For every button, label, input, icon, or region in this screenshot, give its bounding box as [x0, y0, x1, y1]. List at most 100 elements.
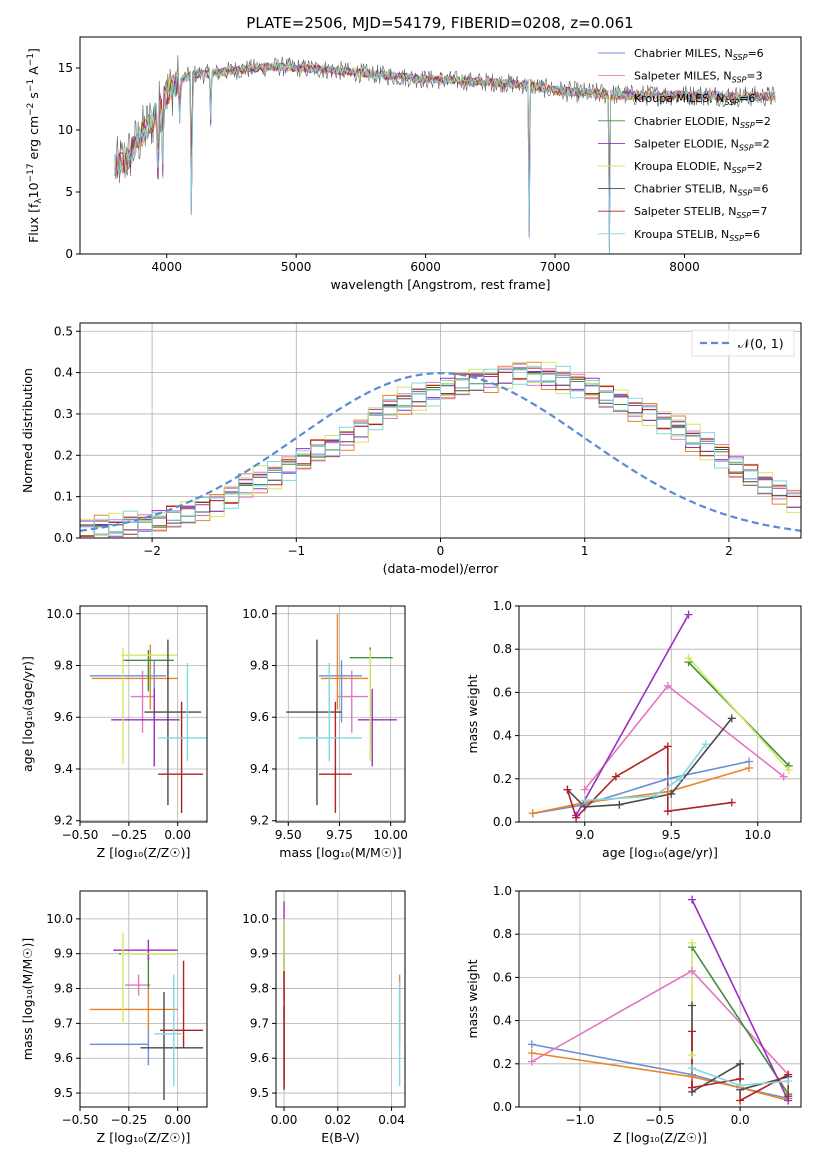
weight-marker	[736, 1081, 745, 1090]
legend-label: Salpeter STELIB, N	[634, 205, 736, 218]
legend-label: Chabrier STELIB, N	[634, 183, 738, 196]
x-tick-label: 9.0	[575, 828, 594, 842]
x-axis-label: Z [log₁₀(Z/Z☉)]	[613, 1130, 707, 1145]
x-tick-label: 4000	[151, 260, 182, 274]
weight-marker	[684, 610, 693, 619]
legend-entry: Chabrier STELIB, NSSP=6	[634, 183, 768, 198]
y-tick-label: 1.0	[493, 599, 512, 613]
legend-entry: Kroupa MILES, NSSP=6	[634, 92, 755, 107]
x-axis-label: Z [log₁₀(Z/Z☉)]	[97, 845, 191, 860]
y-axis-label-part: erg cm	[26, 116, 41, 164]
legend-label: Kroupa MILES, N	[634, 92, 724, 105]
y-tick-label: 9.2	[54, 814, 73, 828]
weight-marker	[736, 1096, 745, 1105]
x-tick-label: −0.5	[645, 1113, 674, 1127]
weight-marker	[667, 789, 676, 798]
weight-marker	[688, 1027, 697, 1036]
weight-marker	[688, 966, 697, 975]
weight-series-4	[575, 614, 690, 816]
legend-label: Chabrier MILES, N	[634, 47, 733, 60]
y-axis-label-part: −1	[26, 53, 36, 66]
normal-legend-label: 𝒩(0, 1)	[738, 336, 784, 351]
figure-title: PLATE=2506, MJD=54179, FIBERID=0208, z=0…	[246, 14, 633, 32]
x-tick-label: 10.00	[373, 828, 407, 842]
legend-sub: SSP	[724, 98, 739, 107]
legend-sub: SSP	[736, 211, 751, 220]
x-tick-label: 0.02	[324, 1113, 351, 1127]
x-tick-label: 6000	[410, 260, 441, 274]
legend-label: Salpeter ELODIE, N	[634, 137, 739, 150]
y-tick-label: 0.2	[54, 448, 73, 462]
weight-marker	[572, 813, 581, 822]
panel-weight-vs-Z: −1.0 −0.5 0.0 0.0 0.2 0.4 0.6 0.8 1.0 Z [log₁₀(Z/…	[465, 884, 802, 1145]
plot-area	[531, 899, 789, 1102]
x-tick-label: −0.50	[62, 1113, 99, 1127]
axes-frame	[518, 605, 802, 823]
y-tick-label: 0.5	[54, 324, 73, 338]
spectrum-series-8	[114, 61, 776, 254]
y-tick-label: 0.6	[493, 685, 512, 699]
y-axis-label: age [log₁₀(age/yr)]	[20, 656, 35, 772]
weight-marker	[688, 1064, 697, 1073]
y-tick-label: 9.8	[250, 658, 269, 672]
panel-weight-vs-age: 9.0 9.5 10.0 0.0 0.2 0.4 0.6 0.8 1.0 age [log₁₀(a…	[465, 599, 802, 860]
y-tick-label: 9.5	[250, 1086, 269, 1100]
weight-marker	[688, 938, 697, 947]
axes-frame	[275, 605, 406, 823]
y-axis-label-part: s	[26, 92, 41, 103]
legend-sub: SSP	[729, 234, 744, 243]
y-tick-label: 9.7	[54, 1016, 73, 1030]
weight-marker	[727, 714, 736, 723]
axes-frame	[275, 890, 406, 1108]
weight-series-3	[691, 946, 789, 1095]
axes-frame	[79, 890, 208, 1108]
weight-series-4	[691, 899, 789, 1101]
y-tick-label: 0.0	[54, 531, 73, 545]
weight-marker	[727, 798, 736, 807]
panel-age-vs-mass: 9.50 9.75 10.00 9.2 9.4 9.6 9.8 10.0 mass [log₁₀…	[242, 605, 408, 860]
plot-area	[286, 613, 397, 813]
y-tick-label: 9.9	[54, 947, 73, 961]
weight-marker	[649, 792, 658, 801]
plot-area	[283, 901, 401, 1090]
weight-marker	[701, 740, 710, 749]
legend-sub: SSP	[738, 189, 753, 198]
x-tick-label: 0	[437, 544, 445, 558]
figure-layer: Flux [fλ10−17 erg cm−2 s−1 A−1] Chabrier …	[20, 36, 802, 1145]
y-axis-label-part: −2	[26, 103, 36, 116]
legend-tail: =7	[751, 205, 767, 218]
y-axis-label: mass weight	[465, 959, 480, 1038]
histogram-model-8	[80, 365, 801, 538]
x-axis-label: Z [log₁₀(Z/Z☉)]	[97, 1130, 191, 1145]
weight-marker	[527, 1057, 536, 1066]
legend-tail: =2	[754, 137, 770, 150]
y-tick-label: 0.8	[493, 642, 512, 656]
weight-marker	[580, 785, 589, 794]
y-tick-label: 9.8	[54, 982, 73, 996]
y-tick-label: 0.1	[54, 490, 73, 504]
y-tick-label: 0	[65, 247, 73, 261]
x-tick-label: 1	[581, 544, 589, 558]
y-tick-label: 9.4	[54, 762, 73, 776]
x-tick-label: 9.50	[275, 828, 302, 842]
x-tick-label: 0.04	[378, 1113, 405, 1127]
x-tick-label: 9.5	[662, 828, 681, 842]
residual-legend-box	[691, 329, 795, 357]
legend-tail: =3	[746, 70, 762, 83]
legend-tail: =2	[746, 160, 762, 173]
x-tick-label: −1	[287, 544, 305, 558]
y-tick-label: 10.0	[242, 912, 269, 926]
y-tick-label: 9.5	[54, 1086, 73, 1100]
legend-tail: =6	[747, 47, 763, 60]
y-tick-label: 1.0	[493, 884, 512, 898]
y-axis-label: mass weight	[465, 674, 480, 753]
weight-series-2	[532, 767, 750, 815]
legend-label: Chabrier ELODIE, N	[634, 115, 740, 128]
y-tick-label: 5	[65, 185, 73, 199]
weight-marker	[663, 807, 672, 816]
weight-marker	[580, 796, 589, 805]
weight-marker	[663, 774, 672, 783]
y-axis-label: mass [log₁₀(M/M☉)]	[20, 938, 35, 1060]
weight-series-7	[566, 745, 732, 820]
y-tick-label: 10	[58, 123, 73, 137]
